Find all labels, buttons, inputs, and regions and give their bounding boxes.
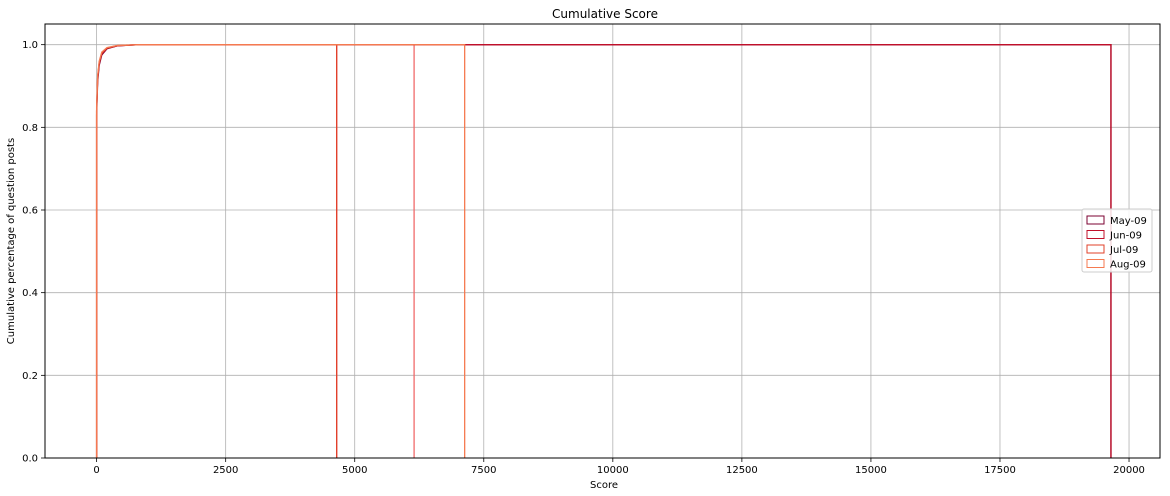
y-tick-label: 0.2 xyxy=(22,371,38,382)
x-tick-label: 0 xyxy=(93,465,99,476)
x-tick-label: 5000 xyxy=(342,465,367,476)
x-axis-label: Score xyxy=(590,480,618,491)
legend-swatch xyxy=(1086,230,1105,239)
y-axis-ticks: 0.0 0.2 0.4 0.6 0.8 1.0 xyxy=(22,40,45,465)
x-tick-label: 12500 xyxy=(726,465,758,476)
x-tick-label: 17500 xyxy=(984,465,1016,476)
x-axis-ticks: 0 2500 5000 7500 10000 12500 15000 17500 20000 xyxy=(93,458,1145,476)
series-line-jun-09 xyxy=(95,44,1112,458)
series-line-aug-09 xyxy=(95,44,466,458)
grid xyxy=(45,24,1160,459)
series-line-jul-09 xyxy=(95,44,338,458)
y-tick-label: 0.8 xyxy=(22,123,38,134)
plot-area-frame xyxy=(44,23,1161,459)
y-tick-label: 1.0 xyxy=(22,40,38,51)
legend: May-09 Jun-09 Jul-09 Aug-09 xyxy=(1081,208,1153,273)
legend-box xyxy=(1081,208,1153,273)
legend-swatch xyxy=(1086,215,1105,225)
legend-label: May-09 xyxy=(1110,216,1147,227)
x-tick-label: 15000 xyxy=(855,465,887,476)
chart-title: Cumulative Score xyxy=(552,7,658,21)
legend-label: Aug-09 xyxy=(1110,260,1146,271)
legend-label: Jun-09 xyxy=(1109,231,1142,242)
legend-swatch xyxy=(1086,259,1105,268)
y-tick-label: 0.6 xyxy=(22,206,38,217)
series-layer xyxy=(95,44,1112,458)
y-tick-label: 0.0 xyxy=(22,454,38,465)
series-line-may-09 xyxy=(95,44,1112,458)
x-tick-label: 20000 xyxy=(1113,465,1145,476)
x-tick-label: 7500 xyxy=(471,465,496,476)
y-tick-label: 0.4 xyxy=(22,288,38,299)
legend-label: Jul-09 xyxy=(1109,245,1138,256)
y-axis-label: Cumulative percentage of question posts xyxy=(6,138,17,344)
legend-swatch xyxy=(1086,244,1105,254)
x-tick-label: 2500 xyxy=(213,465,238,476)
x-tick-label: 10000 xyxy=(597,465,629,476)
